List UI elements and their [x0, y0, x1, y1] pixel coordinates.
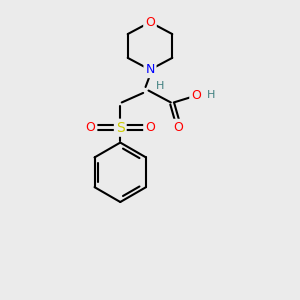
Text: O: O [85, 121, 95, 134]
Text: O: O [191, 88, 201, 101]
Text: H: H [156, 81, 165, 91]
Text: S: S [116, 121, 125, 135]
Text: H: H [207, 90, 215, 100]
Text: N: N [145, 63, 155, 76]
Text: O: O [145, 16, 155, 29]
Text: O: O [145, 121, 155, 134]
Text: O: O [173, 121, 183, 134]
